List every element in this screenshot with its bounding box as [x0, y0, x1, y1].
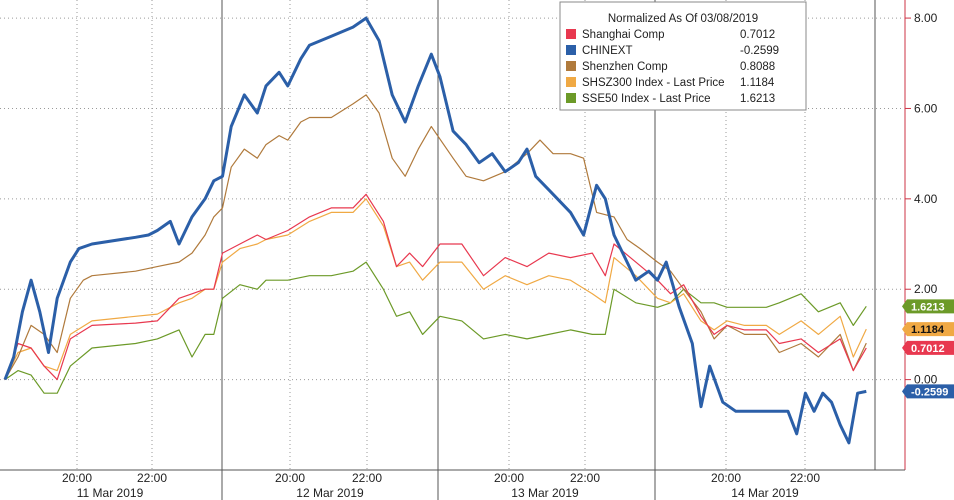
- legend-series-name: SHSZ300 Index - Last Price: [582, 77, 725, 89]
- badge-value: -0.2599: [911, 386, 948, 398]
- legend-series-value: 1.6213: [740, 93, 775, 105]
- legend-series-name: Shenzhen Comp: [582, 61, 668, 73]
- x-day-label: 13 Mar 2019: [511, 486, 579, 500]
- x-tick-label: 22:00: [790, 471, 820, 485]
- x-tick-label: 22:00: [352, 471, 382, 485]
- y-tick-label: 2.00: [914, 282, 938, 296]
- series-line-0: [4, 193, 867, 381]
- y-tick-label: 6.00: [914, 101, 938, 115]
- badge-value: 0.7012: [911, 343, 945, 355]
- x-day-label: 11 Mar 2019: [77, 486, 144, 500]
- badge-bg: [902, 299, 954, 314]
- legend-series-name: CHINEXT: [582, 45, 632, 57]
- last-value-badges: 1.6213 1.1184 0.7012 -0.2599: [902, 299, 954, 399]
- legend: Normalized As Of 03/08/2019 Shanghai Com…: [559, 1, 807, 111]
- legend-swatch: [566, 61, 576, 71]
- x-tick-label: 22:00: [570, 471, 600, 485]
- badge-bg: [902, 384, 954, 399]
- legend-box: [559, 1, 807, 111]
- badge-bg: [902, 340, 954, 355]
- legend-series-value: 0.8088: [740, 61, 775, 73]
- legend-series-value: -0.2599: [740, 45, 779, 57]
- y-tick-label: 8.00: [914, 11, 938, 25]
- series-lines: [3, 16, 867, 445]
- x-tick-label: 20:00: [494, 471, 524, 485]
- badge-value: 1.6213: [911, 301, 945, 313]
- y-tick-label: 0.00: [914, 373, 938, 387]
- legend-series-name: Shanghai Comp: [582, 29, 664, 41]
- legend-series-value: 1.1184: [740, 77, 775, 89]
- y-axis: 8.00 6.00 4.00 2.00 0.00: [904, 0, 938, 470]
- series-line-4: [4, 261, 867, 394]
- series-line-1: [3, 16, 867, 445]
- legend-swatch: [566, 77, 576, 87]
- legend-series-name: SSE50 Index - Last Price: [582, 93, 710, 105]
- legend-series-value: 0.7012: [740, 29, 775, 41]
- x-tick-label: 20:00: [62, 471, 92, 485]
- x-day-label: 14 Mar 2019: [731, 486, 799, 500]
- badge-bg: [902, 322, 954, 337]
- legend-swatch: [566, 45, 576, 55]
- x-tick-label: 20:00: [711, 471, 741, 485]
- legend-swatch: [566, 93, 576, 103]
- legend-swatch: [566, 29, 576, 39]
- y-tick-label: 4.00: [914, 192, 938, 206]
- badge-value: 1.1184: [911, 324, 945, 336]
- x-day-label: 12 Mar 2019: [296, 486, 364, 500]
- x-axis: 20:00 22:00 20:00 22:00 20:00 22:00 20:00 22:00…: [0, 469, 905, 500]
- x-tick-label: 22:00: [137, 471, 167, 485]
- x-tick-label: 20:00: [275, 471, 305, 485]
- legend-title: Normalized As Of 03/08/2019: [608, 13, 758, 25]
- series-line-3: [4, 198, 867, 380]
